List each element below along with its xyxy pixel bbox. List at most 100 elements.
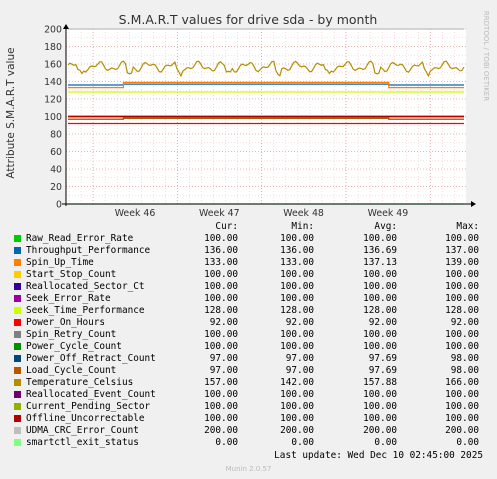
legend-series-name: Power_Cycle_Count	[26, 341, 122, 352]
legend-value-min: 100.00	[280, 389, 314, 400]
series-line-throughput-performance	[68, 83, 464, 86]
legend-value-cur: 100.00	[204, 329, 238, 340]
legend-series-name: Start_Stop_Count	[26, 269, 117, 280]
legend-value-max: 166.00	[445, 377, 479, 388]
legend-series-name: Offline_Uncorrectable	[26, 413, 145, 424]
legend-value-min: 92.00	[285, 317, 314, 328]
legend-row: Current_Pending_Sector 100.00 100.00 100.00…	[12, 401, 482, 413]
legend-value-avg: 92.00	[368, 317, 397, 328]
col-cur: Cur:	[215, 221, 238, 232]
legend-swatch	[14, 355, 21, 362]
legend-series-name: Power_Off_Retract_Count	[26, 353, 156, 364]
legend-value-min: 128.00	[280, 305, 314, 316]
legend-row: Power_On_Hours 92.00 92.00 92.00 92.00	[12, 317, 482, 329]
legend-series-name: UDMA_CRC_Error_Count	[26, 425, 139, 436]
legend-value-max: 100.00	[445, 281, 479, 292]
legend-value-min: 136.00	[280, 245, 314, 256]
legend-value-max: 0.00	[456, 437, 479, 448]
legend-value-max: 98.00	[450, 353, 479, 364]
legend-value-cur: 100.00	[204, 233, 238, 244]
legend-value-avg: 100.00	[363, 389, 397, 400]
legend-value-cur: 128.00	[204, 305, 238, 316]
legend-value-min: 100.00	[280, 269, 314, 280]
legend-row: UDMA_CRC_Error_Count 200.00 200.00 200.00 20…	[12, 425, 482, 437]
legend-swatch	[14, 259, 21, 266]
legend-value-max: 100.00	[445, 401, 479, 412]
legend-swatch	[14, 235, 21, 242]
legend-value-max: 98.00	[450, 365, 479, 376]
legend-value-avg: 100.00	[363, 293, 397, 304]
legend-value-max: 128.00	[445, 305, 479, 316]
legend-row: Power_Cycle_Count 100.00 100.00 100.00 100.0…	[12, 341, 482, 353]
legend-row: Spin_Retry_Count 100.00 100.00 100.00 100.00	[12, 329, 482, 341]
legend-series-name: Seek_Error_Rate	[26, 293, 111, 304]
legend-value-min: 200.00	[280, 425, 314, 436]
legend-value-cur: 92.00	[209, 317, 238, 328]
legend-value-cur: 97.00	[209, 365, 238, 376]
col-min: Min:	[291, 221, 314, 232]
legend-value-min: 97.00	[285, 353, 314, 364]
legend-series-name: Current_Pending_Sector	[26, 401, 151, 412]
munin-version: Munin 2.0.57	[225, 465, 272, 473]
legend-value-cur: 0.00	[215, 437, 238, 448]
legend-value-avg: 100.00	[363, 269, 397, 280]
series-lines	[67, 28, 465, 205]
legend-value-max: 100.00	[445, 233, 479, 244]
legend-value-cur: 200.00	[204, 425, 238, 436]
legend-value-avg: 137.13	[363, 257, 397, 268]
col-avg: Avg:	[374, 221, 397, 232]
tick-labels: 0 20 40 60 80 100 120 140 160 180 200 Week 46 Week 4…	[44, 25, 408, 220]
legend-value-cur: 136.00	[204, 245, 238, 256]
legend-row: Throughput_Performance 136.00 136.00 136.69…	[12, 245, 482, 257]
legend-value-avg: 100.00	[363, 401, 397, 412]
legend-series-name: Load_Cycle_Count	[26, 365, 117, 376]
legend-swatch	[14, 247, 21, 254]
chart-title: S.M.A.R.T values for drive sda - by mont…	[119, 12, 378, 27]
legend-value-cur: 100.00	[204, 281, 238, 292]
legend-value-cur: 100.00	[204, 389, 238, 400]
legend-swatch	[14, 343, 21, 350]
x-tick-label: Week 49	[368, 208, 409, 219]
legend-row: Start_Stop_Count 100.00 100.00 100.00 100.00	[12, 269, 482, 281]
legend-row: Seek_Time_Performance 128.00 128.00 128.00 1…	[12, 305, 482, 317]
legend-swatch	[14, 427, 21, 434]
legend-value-min: 100.00	[280, 341, 314, 352]
legend-value-cur: 97.00	[209, 353, 238, 364]
legend-series-name: Reallocated_Event_Count	[26, 389, 156, 400]
legend-value-max: 100.00	[445, 269, 479, 280]
legend-value-min: 142.00	[280, 377, 314, 388]
legend-swatch	[14, 295, 21, 302]
x-tick-label: Week 48	[283, 208, 324, 219]
y-tick-label: 120	[44, 95, 62, 106]
legend-row: Reallocated_Sector_Ct 100.00 100.00 100.00 1…	[12, 281, 482, 293]
legend-value-min: 100.00	[280, 293, 314, 304]
y-tick-label: 60	[50, 147, 62, 158]
legend-value-max: 100.00	[445, 389, 479, 400]
legend-row: Seek_Error_Rate 100.00 100.00 100.00 100.00	[12, 293, 482, 305]
legend-series-name: Reallocated_Sector_Ct	[26, 281, 145, 292]
legend-value-cur: 157.00	[204, 377, 238, 388]
legend-row: Temperature_Celsius 157.00 142.00 157.88 166…	[12, 377, 482, 389]
last-update: Last update: Wed Dec 10 02:45:00 2025	[274, 450, 483, 461]
legend-value-avg: 100.00	[363, 413, 397, 424]
legend-swatch	[14, 367, 21, 374]
legend-value-avg: 97.69	[368, 365, 397, 376]
legend-value-max: 100.00	[445, 341, 479, 352]
legend-row: Load_Cycle_Count 97.00 97.00 97.69 98.00	[12, 365, 482, 377]
legend-swatch	[14, 403, 21, 410]
legend-value-min: 0.00	[291, 437, 314, 448]
legend-swatch	[14, 307, 21, 314]
legend-value-max: 200.00	[445, 425, 479, 436]
y-axis-label: Attribute S.M.A.R.T value	[5, 47, 17, 178]
legend-value-cur: 100.00	[204, 413, 238, 424]
legend-series-name: Raw_Read_Error_Rate	[26, 233, 134, 244]
y-tick-label: 200	[44, 25, 62, 36]
legend-value-max: 100.00	[445, 293, 479, 304]
legend-swatch	[14, 283, 21, 290]
legend-value-min: 100.00	[280, 413, 314, 424]
legend-header: Cur: Min: Avg: Max:	[12, 221, 482, 233]
legend-value-cur: 133.00	[204, 257, 238, 268]
legend-row: Offline_Uncorrectable 100.00 100.00 100.00 1…	[12, 413, 482, 425]
legend-value-max: 139.00	[445, 257, 479, 268]
